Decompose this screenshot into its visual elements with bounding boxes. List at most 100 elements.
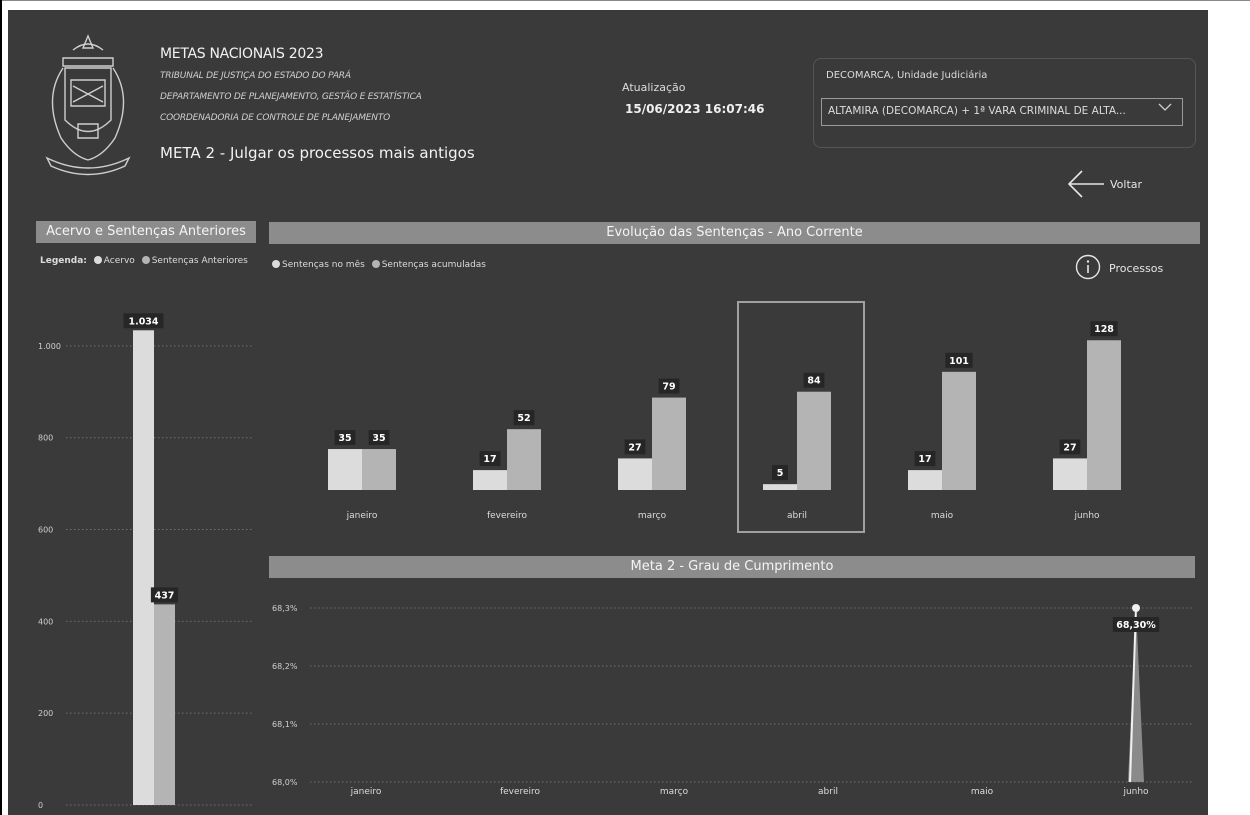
grau-category-label: março (660, 787, 689, 797)
cumulative-bar (507, 429, 541, 490)
month-data-label-bg (624, 439, 646, 455)
month-bar (618, 458, 652, 490)
acervo-data-label-1: 437 (155, 590, 175, 601)
legend-label-anteriores: Sentenças Anteriores (151, 256, 248, 266)
update-label: Atualização (622, 81, 686, 94)
top-border (0, 0, 1250, 1)
evolucao-category-label: junho (1073, 511, 1100, 521)
evolucao-category-label: fevereiro (487, 511, 528, 521)
evolucao-category-label: março (638, 511, 667, 521)
evolucao-chart: 35 35 janeiro 17 52 fevereiro 27 79 março 5 84 abri… (328, 301, 1121, 533)
month-bar (473, 470, 507, 490)
month-bar (1053, 458, 1087, 490)
month-data-label: 5 (777, 468, 784, 479)
grau-point (1132, 604, 1140, 612)
month-data-label-bg (479, 451, 501, 467)
acervo-ytick-label: 0 (38, 801, 43, 810)
month-data-label-bg (914, 451, 936, 467)
cumulative-data-label: 128 (1094, 324, 1114, 335)
grau-data-label: 68,30% (1116, 620, 1156, 631)
subtitle-court: TRIBUNAL DE JUSTIÇA DO ESTADO DO PARÁ (160, 71, 351, 81)
evolucao-panel-header: Evolução das Sentenças - Ano Corrente (269, 222, 1200, 244)
grau-ytick-label: 68,3% (272, 604, 298, 613)
month-data-label-bg (334, 430, 356, 446)
legend-dot-mes (272, 260, 280, 268)
month-bar (328, 449, 362, 490)
cumulative-bar (1087, 340, 1121, 490)
month-bar (763, 484, 797, 490)
acervo-ytick-label: 600 (38, 526, 53, 535)
acervo-data-label-0: 1.034 (128, 316, 158, 327)
cumulative-data-label: 52 (517, 413, 530, 424)
cumulative-bar (797, 391, 831, 490)
highlight-frame (737, 301, 865, 533)
cumulative-data-label-bg (658, 378, 680, 394)
legend-label-acervo: Acervo (103, 256, 135, 266)
evolucao-category-label: abril (787, 511, 807, 521)
info-circle-icon[interactable] (1075, 254, 1101, 280)
left-border (0, 0, 2, 815)
unit-dropdown[interactable]: ALTAMIRA (DECOMARCA) + 1ª VARA CRIMINAL … (821, 98, 1183, 126)
legend-dot-anteriores (141, 256, 150, 264)
grau-category-label: janeiro (350, 787, 382, 797)
evolucao-legend: Sentenças no mês Sentenças acumuladas (272, 260, 486, 270)
month-data-label: 17 (918, 454, 931, 465)
acervo-bar-0 (133, 330, 154, 805)
acervo-legend: Legenda: Acervo Sentenças Anteriores (40, 256, 248, 266)
month-bar (908, 470, 942, 490)
acervo-data-label-0-bg (123, 313, 164, 329)
grau-ytick-label: 68,1% (272, 720, 298, 729)
cumulative-data-label-bg (513, 410, 535, 426)
grau-line (1129, 607, 1137, 783)
legend-label-mes: Sentenças no mês (282, 260, 365, 270)
evolucao-category-label: janeiro (346, 511, 378, 521)
month-data-label: 17 (483, 454, 496, 465)
grau-ytick-label: 68,2% (272, 662, 298, 671)
cumulative-data-label: 35 (372, 433, 385, 444)
acervo-panel-header: Acervo e Sentenças Anteriores (36, 221, 256, 243)
month-data-label: 27 (628, 442, 641, 453)
acervo-ytick-label: 1.000 (38, 342, 61, 351)
cumulative-data-label: 101 (949, 356, 969, 367)
cumulative-data-label-bg (945, 352, 973, 368)
meta-title: META 2 - Julgar os processos mais antigo… (160, 144, 475, 162)
filter-label: DECOMARCA, Unidade Judiciária (826, 70, 988, 81)
grau-data-label-bg (1112, 617, 1160, 632)
report-canvas: METAS NACIONAIS 2023 TRIBUNAL DE JUSTIÇA… (8, 10, 1208, 815)
processes-button[interactable]: Processos (1109, 262, 1164, 275)
grau-panel-header: Meta 2 - Grau de Cumprimento (269, 556, 1195, 578)
acervo-ytick-label: 400 (38, 617, 53, 626)
grau-ytick-label: 68,0% (272, 778, 298, 787)
evolucao-category-label: maio (931, 511, 954, 521)
cumulative-data-label: 79 (662, 382, 675, 393)
legend-prefix: Legenda: (40, 256, 87, 266)
report-title: METAS NACIONAIS 2023 (160, 46, 324, 62)
acervo-ytick-label: 800 (38, 434, 53, 443)
chevron-down-icon[interactable] (1158, 102, 1172, 112)
acervo-bar-1 (154, 604, 175, 805)
update-timestamp: 15/06/2023 16:07:46 (625, 102, 765, 116)
legend-label-acumuladas: Sentenças acumuladas (381, 260, 486, 270)
cumulative-data-label-bg (1090, 321, 1118, 337)
month-data-label: 35 (338, 433, 351, 444)
coat-of-arms-emblem-icon (45, 34, 131, 176)
cumulative-data-label: 84 (807, 376, 821, 387)
back-button[interactable]: Voltar (1110, 178, 1143, 191)
grau-chart: 68,0% 68,1% 68,2% 68,3% janeiro fevereiro març… (272, 604, 1193, 797)
month-data-label-bg (772, 465, 788, 481)
grau-category-label: maio (971, 787, 994, 797)
month-data-label-bg (1059, 439, 1081, 455)
grau-category-label: abril (818, 787, 838, 797)
cumulative-data-label-bg (368, 430, 390, 446)
acervo-data-label-1-bg (150, 587, 179, 603)
grau-category-label: fevereiro (500, 787, 541, 797)
arrow-left-icon[interactable] (1066, 168, 1106, 200)
cumulative-data-label-bg (803, 372, 825, 388)
acervo-chart: 0 200 400 600 800 1.000 1.034 437 (38, 313, 253, 810)
cumulative-bar (942, 371, 976, 490)
cumulative-bar (362, 449, 396, 490)
cumulative-bar (652, 397, 686, 490)
grau-category-label: junho (1122, 787, 1149, 797)
month-data-label: 27 (1063, 442, 1076, 453)
subtitle-coordination: COORDENADORIA DE CONTROLE DE PLANEJAMENT… (160, 113, 390, 123)
